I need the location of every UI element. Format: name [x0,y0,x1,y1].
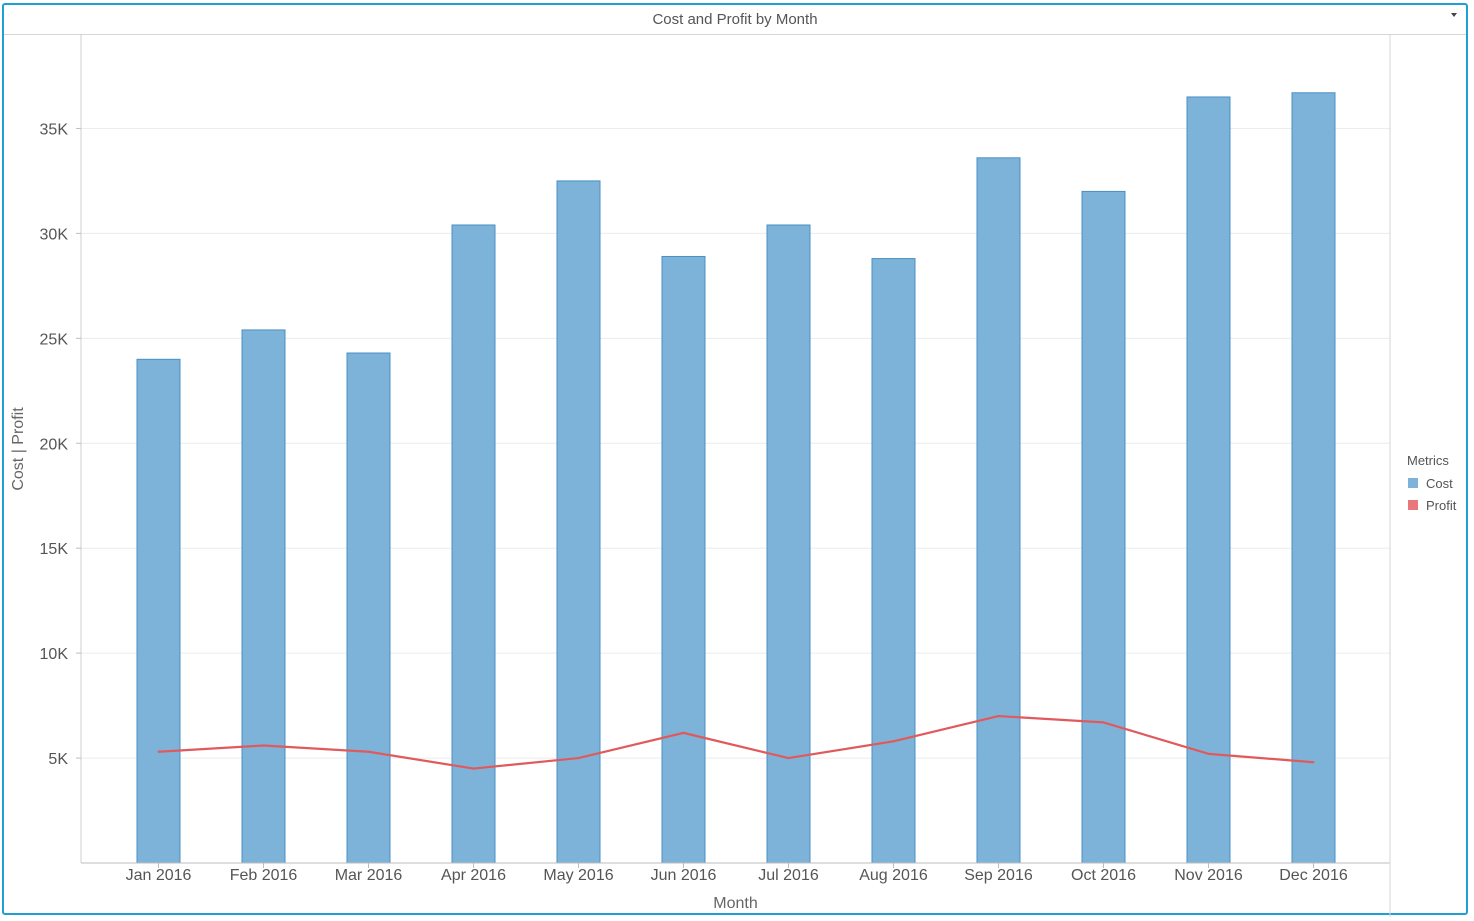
legend-title: Metrics [1407,453,1449,468]
profit-point [997,715,1000,718]
cost-bars [136,92,1336,864]
cost-bar [661,255,706,864]
cost-bar [976,157,1021,864]
profit-point [157,750,160,753]
profit-point [262,744,265,747]
y-axis-title: Cost | Profit [10,407,27,491]
y-tick-label: 25K [40,331,69,348]
chart-title: Cost and Profit by Month [652,11,818,28]
y-tick-label: 35K [40,121,69,138]
axes: 5K 10K 15K 20K 25K 30K 35K Jan 2016 Feb 2016 Mar … [10,34,1391,917]
x-tick-label: Sep 2016 [964,867,1033,884]
profit-point [1207,752,1210,755]
x-tick-label: Jun 2016 [651,867,717,884]
y-tick-label: 10K [40,646,69,663]
legend-label: Cost [1426,476,1453,491]
profit-point [577,757,580,760]
grid-lines [81,127,1390,759]
x-axis-title: Month [713,895,757,912]
x-tick-label: Jan 2016 [126,867,192,884]
x-tick-label: Apr 2016 [441,867,506,884]
profit-point [1312,761,1315,764]
cost-bar [871,258,916,864]
cost-bar [766,224,811,864]
x-tick-label: Jul 2016 [758,867,819,884]
cost-bar [556,180,601,864]
cost-bar [241,329,286,864]
cost-bar [1186,96,1231,864]
cost-bar [346,352,391,864]
legend-swatch [1408,500,1418,510]
x-tick-label: Feb 2016 [230,867,298,884]
profit-point [367,750,370,753]
profit-point [1102,721,1105,724]
y-tick-label: 15K [40,541,69,558]
profit-point [472,767,475,770]
x-tick-label: Dec 2016 [1279,867,1348,884]
profit-line [158,714,1314,770]
cost-bar [451,224,496,864]
x-tick-label: May 2016 [543,867,613,884]
y-tick-label: 5K [48,751,68,768]
profit-point [682,731,685,734]
x-tick-label: Aug 2016 [859,867,928,884]
legend-swatch [1408,478,1418,488]
cost-bar [1291,92,1336,864]
y-tick-label: 20K [40,436,69,453]
profit-point [892,740,895,743]
x-tick-label: Oct 2016 [1071,867,1136,884]
y-tick-label: 30K [40,226,69,243]
chart-header: Cost and Profit by Month [4,5,1466,35]
legend: Metrics Cost Profit [1407,453,1457,513]
x-tick-label: Nov 2016 [1174,867,1243,884]
profit-line-group [157,714,1315,770]
legend-label: Profit [1426,498,1457,513]
x-tick-label: Mar 2016 [335,867,403,884]
dropdown-menu-icon[interactable] [1448,9,1462,23]
profit-point [787,757,790,760]
cost-bar [136,358,181,864]
cost-bar [1081,190,1126,864]
